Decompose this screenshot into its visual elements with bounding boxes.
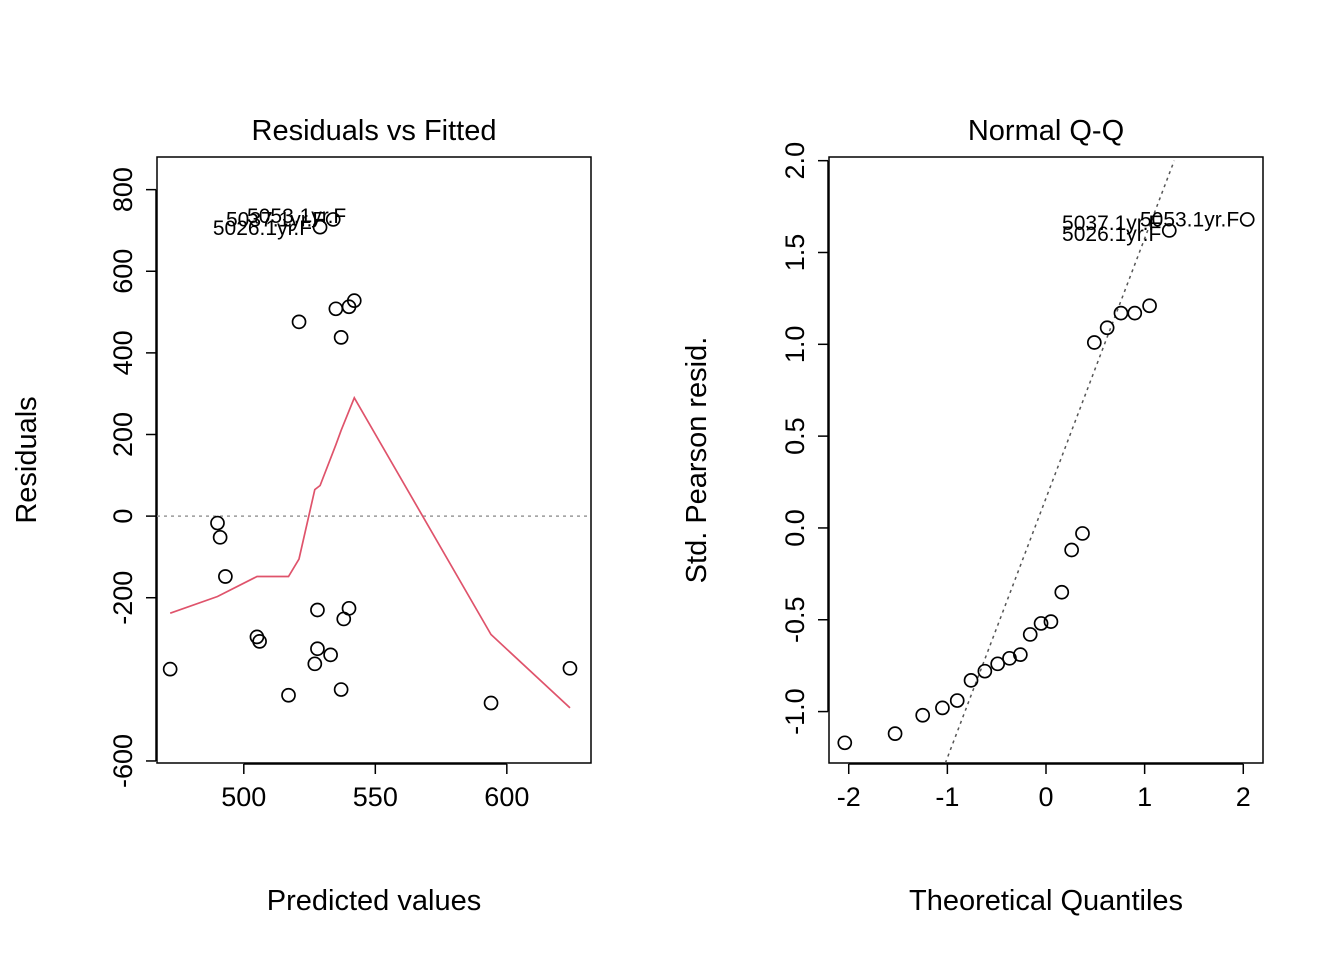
y-tick-label: 800 — [108, 167, 138, 212]
x-tick-label: -2 — [837, 782, 861, 812]
data-point — [1142, 298, 1157, 314]
data-point — [1099, 320, 1115, 336]
data-point — [1239, 212, 1255, 227]
data-point — [1075, 526, 1090, 541]
data-point — [310, 602, 325, 618]
residuals-vs-fitted-panel: Residuals vs Fitted Predicted values Res… — [11, 115, 592, 917]
y-tick-label: 1.0 — [780, 326, 810, 364]
y-tick-label: 1.5 — [780, 234, 810, 272]
y-tick-label: 2.0 — [780, 142, 810, 180]
data-point — [990, 656, 1006, 672]
x-tick-label: -1 — [935, 782, 959, 812]
data-point — [1161, 223, 1177, 238]
y-tick-label: -1.0 — [780, 688, 810, 735]
x-tick-label: 550 — [353, 782, 398, 812]
x-tick-label: 1 — [1137, 782, 1152, 812]
data-point — [1022, 627, 1038, 642]
data-point — [887, 726, 903, 741]
data-point — [281, 687, 296, 703]
data-point — [1013, 647, 1028, 663]
x-tick-label: 0 — [1038, 782, 1053, 812]
point-label: 5037.1yr.F — [1062, 212, 1161, 235]
plot-frame — [156, 156, 592, 764]
data-point — [307, 656, 323, 672]
y-tick-label: 0 — [108, 509, 138, 524]
data-point — [935, 700, 950, 716]
data-point — [333, 330, 349, 345]
axis-ticks: 500 550 600 -600 -200 0 200 400 600 800 — [108, 167, 529, 812]
data-point — [291, 314, 307, 330]
x-axis-label: Predicted values — [267, 885, 481, 917]
data-point — [210, 515, 225, 531]
data-point — [977, 663, 993, 679]
data-point — [1064, 542, 1079, 558]
y-tick-label: 200 — [108, 412, 138, 457]
panel-title: Residuals vs Fitted — [252, 115, 497, 147]
data-point — [1043, 614, 1059, 629]
data-point — [333, 682, 349, 697]
point-label: 5026.1yr.F — [213, 217, 312, 240]
plot-frame — [828, 156, 1264, 764]
y-tick-label: -200 — [108, 571, 138, 625]
data-point — [162, 661, 178, 677]
y-tick-label: -0.5 — [780, 596, 810, 643]
data-point — [212, 529, 228, 545]
data-point — [252, 634, 267, 649]
data-point — [346, 293, 362, 308]
y-tick-label: 400 — [108, 330, 138, 375]
y-tick-label: -600 — [108, 734, 138, 788]
x-axis-label: Theoretical Quantiles — [909, 885, 1183, 917]
data-point — [323, 647, 338, 663]
normal-qq-panel: Normal Q-Q Theoretical Quantiles Std. Pe… — [681, 115, 1264, 917]
point-label: 5053.1yr.F — [1140, 208, 1239, 231]
point-label: 5037.1yr.F — [226, 208, 325, 231]
point-label: 5053.1yr.F — [247, 205, 346, 228]
data-point — [341, 600, 357, 616]
y-tick-label: 0.5 — [780, 417, 810, 455]
data-point — [837, 735, 853, 751]
qq-reference-line — [944, 160, 1175, 764]
data-point — [562, 660, 578, 676]
x-tick-label: 500 — [221, 782, 266, 812]
x-tick-label: 2 — [1236, 782, 1251, 812]
data-point — [1086, 335, 1102, 350]
data-point — [1127, 305, 1143, 321]
data-point — [218, 569, 233, 584]
data-point — [1054, 584, 1070, 600]
y-tick-label: 0.0 — [780, 509, 810, 547]
data-point — [1033, 616, 1049, 631]
data-point — [325, 212, 341, 227]
data-point — [963, 673, 979, 688]
data-point — [483, 695, 499, 711]
axis-ticks: -2 -1 0 1 2 -1.0 -0.5 0.0 0.5 1.0 1.5 2.0 — [780, 142, 1251, 812]
y-axis-label: Std. Pearson resid. — [681, 337, 713, 584]
data-point — [312, 219, 328, 235]
data-point — [949, 693, 965, 708]
data-point — [328, 301, 344, 317]
point-label: 5026.1yr.F — [1062, 223, 1161, 246]
x-tick-label: 600 — [484, 782, 529, 812]
data-point — [1113, 305, 1129, 321]
data-point — [915, 707, 931, 723]
panel-title: Normal Q-Q — [968, 115, 1124, 147]
y-axis-label: Residuals — [11, 396, 43, 523]
data-point — [310, 641, 325, 657]
smooth-line — [169, 395, 571, 709]
y-tick-label: 600 — [108, 249, 138, 294]
